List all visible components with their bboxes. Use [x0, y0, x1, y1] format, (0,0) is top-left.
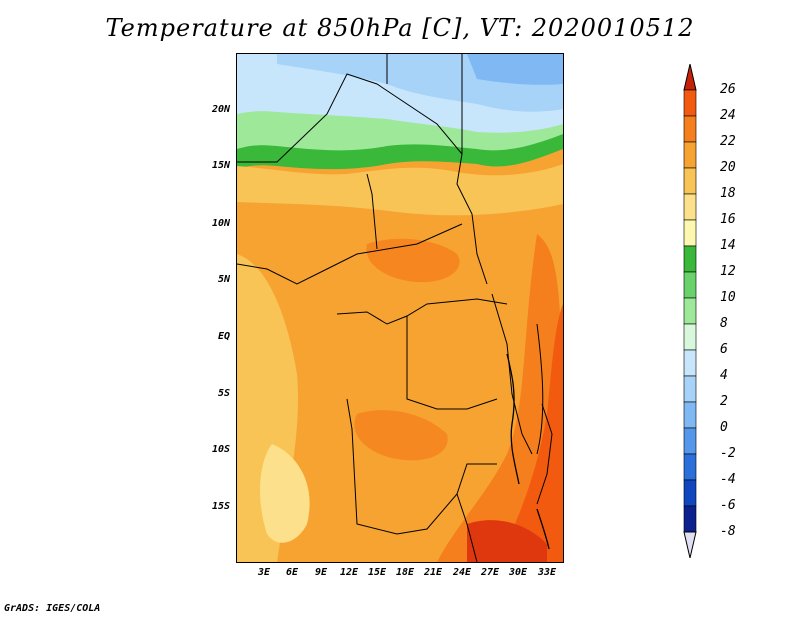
colorbar-level-label: -2 — [720, 446, 736, 461]
colorbar-swatch — [683, 297, 697, 325]
colorbar-level-label: 0 — [720, 420, 728, 435]
lat-label-5n: 5N — [217, 274, 230, 285]
country-borders — [237, 54, 553, 562]
colorbar-top-arrow — [683, 64, 697, 91]
colorbar-swatch — [683, 427, 697, 455]
colorbar-level-label: 20 — [720, 160, 736, 175]
lat-label-15s: 15S — [211, 501, 230, 512]
lat-label-20n: 20N — [211, 104, 230, 115]
colorbar-level-label: 2 — [720, 394, 728, 409]
lat-label-15n: 15N — [211, 160, 230, 171]
colorbar-level-label: 10 — [720, 290, 736, 305]
colorbar-level-label: 8 — [720, 316, 728, 331]
yellow-band — [237, 164, 563, 216]
colorbar-swatch — [683, 167, 697, 195]
colorbar-level-label: 22 — [720, 134, 736, 149]
south-central-patch — [354, 410, 448, 461]
map-title: Temperature at 850hPa [C], VT: 202001051… — [105, 14, 695, 42]
southwest-light — [260, 444, 310, 543]
lat-label-eq: EQ — [217, 331, 230, 342]
colorbar-level-label: 18 — [720, 186, 736, 201]
lon-label-18e: 18E — [395, 567, 415, 578]
lon-label-27e: 27E — [480, 567, 500, 578]
colorbar-level-label: 24 — [720, 108, 736, 123]
colorbar-swatch — [683, 323, 697, 351]
colorbar-swatch — [683, 141, 697, 169]
lon-label-24e: 24E — [452, 567, 472, 578]
lon-label-21e: 21E — [423, 567, 443, 578]
lon-label-12e: 12E — [339, 567, 359, 578]
colorbar-swatch — [683, 219, 697, 247]
lat-label-10n: 10N — [211, 218, 230, 229]
colorbar-swatch — [683, 479, 697, 507]
deep-blue-band — [467, 54, 563, 85]
colorbar-swatch — [683, 453, 697, 481]
colorbar-bottom-arrow — [683, 531, 697, 558]
lon-label-33e: 33E — [537, 567, 557, 578]
colorbar-level-label: 14 — [720, 238, 736, 253]
lon-label-9e: 9E — [314, 567, 328, 578]
colorbar-level-label: 16 — [720, 212, 736, 227]
southeast-hottest — [467, 520, 547, 562]
colorbar-swatch — [683, 271, 697, 299]
colorbar-level-label: 12 — [720, 264, 736, 279]
colorbar-swatch — [683, 401, 697, 429]
central-patch — [366, 238, 460, 283]
lat-label-5s: 5S — [217, 388, 230, 399]
colorbar-swatch — [683, 349, 697, 377]
colorbar-swatch — [683, 375, 697, 403]
east-hotter — [497, 304, 563, 562]
lon-label-3e: 3E — [257, 567, 271, 578]
lon-label-6e: 6E — [285, 567, 299, 578]
map-canvas — [237, 54, 563, 562]
colorbar-level-label: -6 — [720, 498, 736, 513]
temperature-map — [236, 53, 564, 563]
colorbar-level-label: 6 — [720, 342, 728, 357]
colorbar-swatch — [683, 89, 697, 117]
lakes — [506, 353, 550, 550]
colorbar-level-label: 26 — [720, 82, 736, 97]
colorbar-level-label: -8 — [720, 524, 736, 539]
colorbar-swatch — [683, 115, 697, 143]
colorbar — [683, 64, 697, 558]
grads-credit: GrADS: IGES/COLA — [4, 603, 101, 614]
lon-label-30e: 30E — [508, 567, 528, 578]
lat-label-10s: 10S — [211, 444, 230, 455]
colorbar-swatch — [683, 245, 697, 273]
colorbar-swatch — [683, 505, 697, 533]
colorbar-level-label: -4 — [720, 472, 736, 487]
lon-label-15e: 15E — [367, 567, 387, 578]
colorbar-level-label: 4 — [720, 368, 728, 383]
colorbar-swatch — [683, 193, 697, 221]
